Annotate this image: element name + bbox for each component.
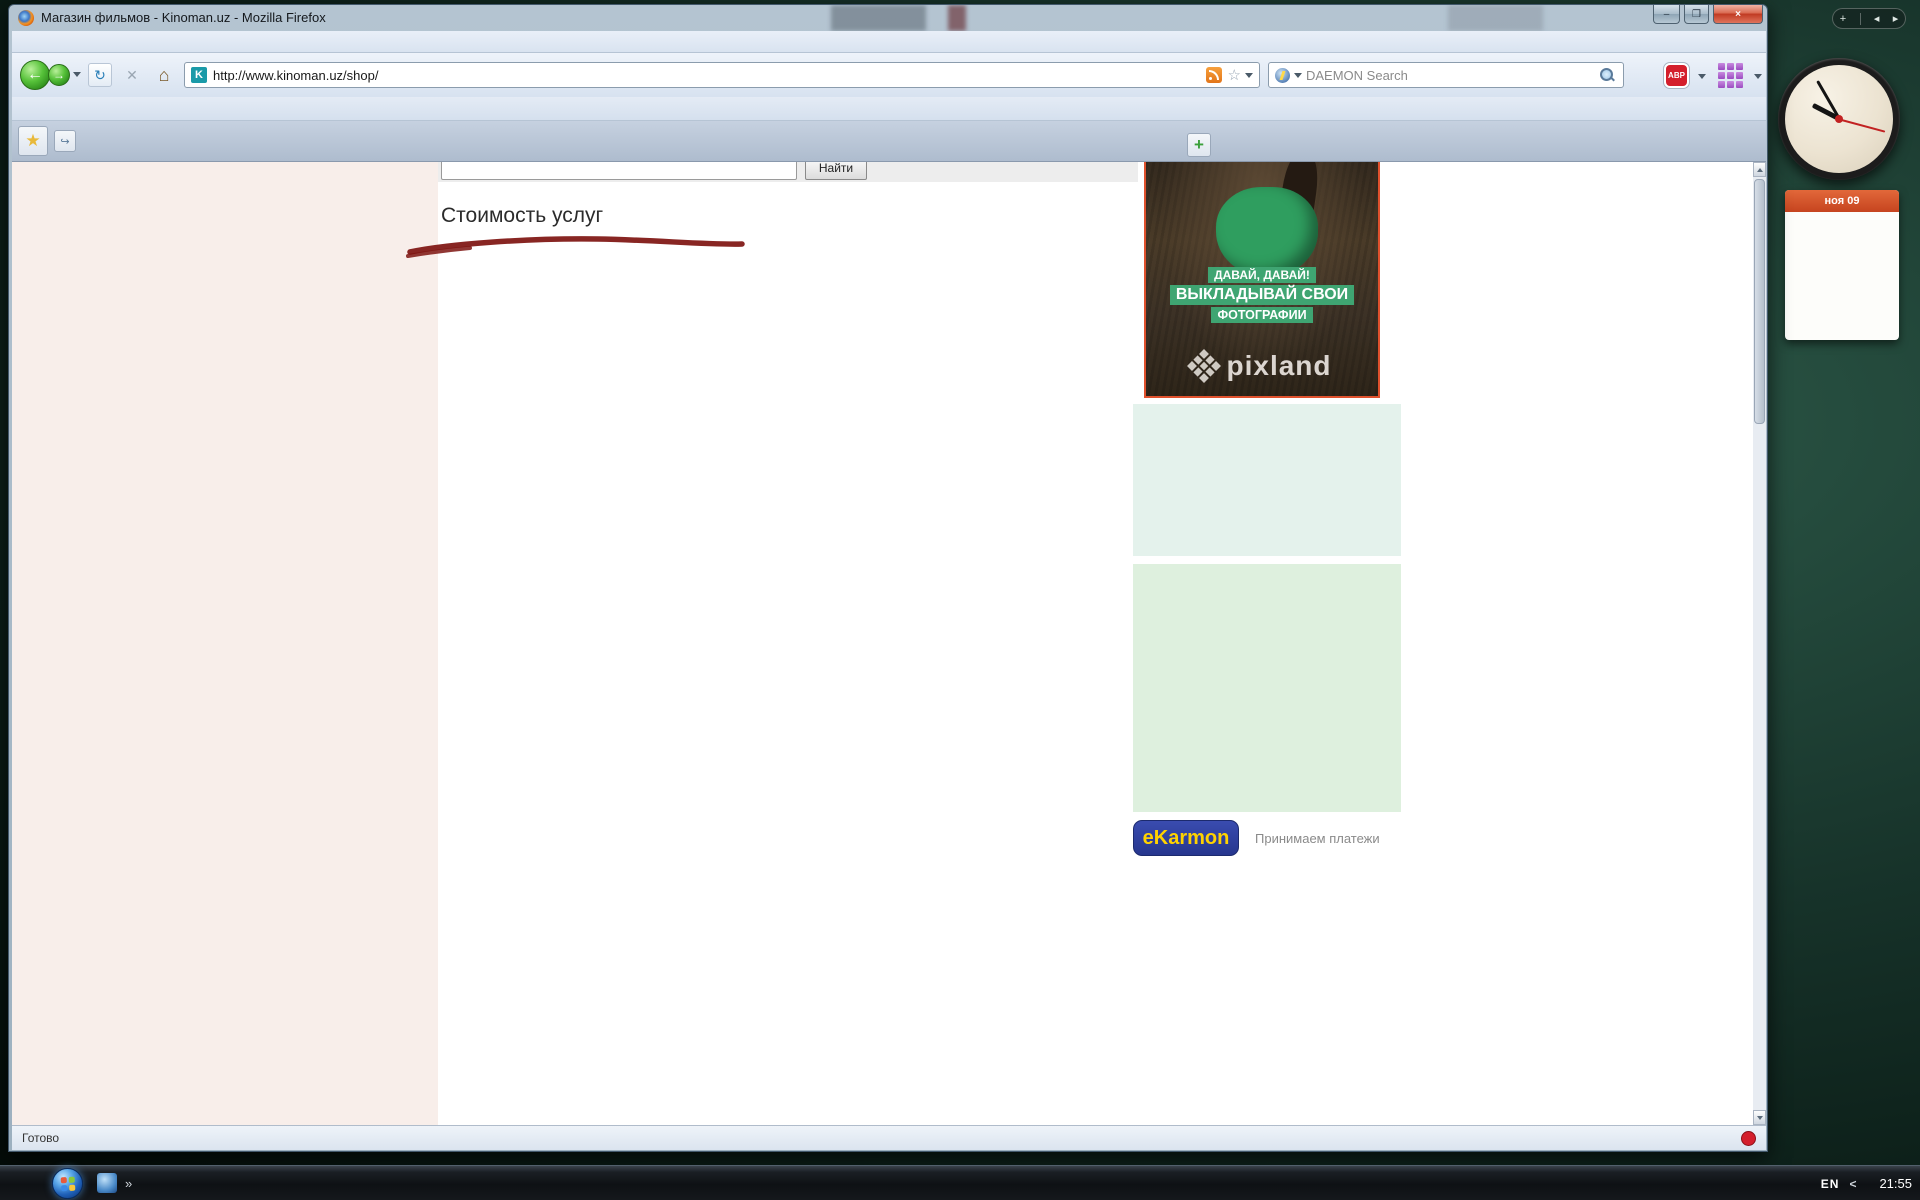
url-dropdown-icon[interactable]	[1245, 72, 1253, 78]
window-title: Магазин фильмов - Kinoman.uz - Mozilla F…	[41, 10, 326, 25]
menu-bar	[12, 31, 1766, 53]
vertical-scrollbar[interactable]	[1753, 162, 1766, 1125]
page-search-button[interactable]: Найти	[805, 162, 867, 180]
minimize-button[interactable]: –	[1653, 5, 1680, 24]
ad-line-1: ДАВАЙ, ДАВАЙ!	[1208, 267, 1316, 283]
pixland-ad-banner[interactable]: ДАВАЙ, ДАВАЙ! ВЫКЛАДЫВАЙ СВОИ ФОТОГРАФИИ…	[1144, 162, 1380, 398]
reload-button[interactable]: ↻	[88, 63, 112, 87]
add-gadget-icon[interactable]: +	[1839, 12, 1847, 25]
page-search-input[interactable]	[441, 162, 797, 180]
system-tray: EN < 21:55	[1821, 1166, 1912, 1200]
new-media-section	[1133, 564, 1401, 812]
taskbar-clock[interactable]: 21:55	[1879, 1176, 1912, 1191]
firefox-window: Магазин фильмов - Kinoman.uz - Mozilla F…	[8, 4, 1768, 1152]
new-tab-button[interactable]: +	[1187, 133, 1211, 157]
language-indicator[interactable]: EN	[1820, 1176, 1840, 1191]
adblock-dropdown-icon[interactable]	[1698, 74, 1706, 79]
site-favicon: K	[191, 67, 207, 83]
search-engine-icon[interactable]	[1275, 67, 1290, 83]
divider	[1859, 12, 1861, 25]
tab-list-icon[interactable]: ↪	[54, 130, 76, 152]
calendar-gadget[interactable]: ноя 09	[1785, 190, 1899, 340]
scroll-up-icon[interactable]	[1753, 162, 1766, 177]
back-button[interactable]: ←	[20, 60, 50, 90]
titlebar-reflection	[831, 5, 926, 31]
start-button[interactable]	[52, 1167, 83, 1199]
kinoman-page: Найти Стоимость услуг ДАВАЙ, ДАВАЙ! ВЫКЛ…	[12, 162, 1753, 1125]
tray-collapse-icon[interactable]: <	[1849, 1176, 1857, 1191]
close-button[interactable]: ×	[1713, 5, 1763, 24]
payment-row: eKarmon Принимаем платежи	[1133, 820, 1380, 856]
new-films-section	[1133, 404, 1401, 556]
calendar-month-label: ноя 09	[1785, 190, 1899, 212]
ad-text: ДАВАЙ, ДАВАЙ! ВЫКЛАДЫВАЙ СВОИ ФОТОГРАФИИ	[1146, 266, 1378, 324]
ad-photo-figure	[1215, 186, 1318, 277]
second-hand	[1838, 118, 1886, 133]
titlebar-reflection	[1448, 5, 1543, 31]
tab-strip: ★ ↪ +	[12, 121, 1766, 162]
pixland-logo-text: pixland	[1226, 350, 1332, 381]
page-title: Стоимость услуг	[441, 204, 604, 227]
star-glyph: ★	[25, 131, 41, 150]
titlebar[interactable]: Магазин фильмов - Kinoman.uz - Mozilla F…	[9, 5, 1767, 31]
clock-center-cap	[1835, 115, 1843, 123]
forward-button[interactable]: →	[48, 64, 70, 86]
bookmarks-toolbar	[12, 97, 1766, 121]
gadget-controls[interactable]: + ◂ ▸	[1832, 8, 1906, 29]
page-left-margin	[12, 162, 438, 1125]
url-input[interactable]	[213, 67, 1206, 83]
status-text: Готово	[22, 1131, 60, 1145]
engine-dropdown-icon[interactable]	[1294, 72, 1302, 78]
search-bar[interactable]	[1268, 62, 1624, 88]
scroll-down-icon[interactable]	[1753, 1110, 1766, 1125]
quick-launch-icon[interactable]	[97, 1173, 117, 1193]
home-button[interactable]: ⌂	[158, 64, 170, 85]
adblock-status-icon[interactable]	[1741, 1130, 1756, 1146]
bookmark-all-star-icon[interactable]: ★	[18, 126, 48, 156]
extension-grid-icon[interactable]	[1718, 63, 1743, 88]
arrow-glyph: ↪	[60, 135, 70, 148]
search-magnifier-icon[interactable]	[1599, 67, 1615, 83]
bookmark-star-icon[interactable]: ☆	[1227, 66, 1241, 84]
quick-launch-overflow-chevron[interactable]: »	[125, 1175, 133, 1191]
firefox-icon	[18, 10, 34, 26]
history-dropdown-icon[interactable]	[73, 72, 81, 77]
rss-feed-icon[interactable]	[1205, 67, 1222, 83]
clock-gadget[interactable]	[1778, 58, 1900, 180]
ad-line-2: ВЫКЛАДЫВАЙ СВОИ	[1169, 285, 1355, 305]
pixland-logo-icon	[1187, 349, 1222, 383]
taskbar: » EN < 21:55	[0, 1165, 1920, 1200]
titlebar-reflection	[948, 5, 966, 31]
extension-dropdown-icon[interactable]	[1754, 74, 1762, 79]
clock-face	[1785, 65, 1893, 173]
ad-line-3: ФОТОГРАФИИ	[1211, 307, 1313, 323]
navigation-toolbar: ← → ↻ ✕ ⌂ K ☆ ABP	[12, 53, 1766, 97]
maximize-button[interactable]: ❒	[1684, 5, 1709, 24]
ekarmon-logo[interactable]: eKarmon	[1133, 820, 1239, 856]
payment-text: Принимаем платежи	[1255, 830, 1380, 846]
stop-button[interactable]: ✕	[126, 66, 138, 83]
next-gadget-icon[interactable]: ▸	[1892, 13, 1899, 25]
url-bar[interactable]: K ☆	[184, 62, 1260, 88]
prev-gadget-icon[interactable]: ◂	[1873, 13, 1880, 25]
browser-viewport: Найти Стоимость услуг ДАВАЙ, ДАВАЙ! ВЫКЛ…	[12, 162, 1753, 1125]
adblock-plus-icon[interactable]: ABP	[1664, 63, 1689, 88]
windows-flag-icon	[60, 1176, 76, 1191]
red-marker-underline	[406, 236, 745, 258]
calendar-grid	[1785, 212, 1899, 216]
scrollbar-thumb[interactable]	[1754, 179, 1765, 424]
status-bar: Готово	[12, 1125, 1766, 1150]
search-input[interactable]	[1306, 67, 1599, 83]
